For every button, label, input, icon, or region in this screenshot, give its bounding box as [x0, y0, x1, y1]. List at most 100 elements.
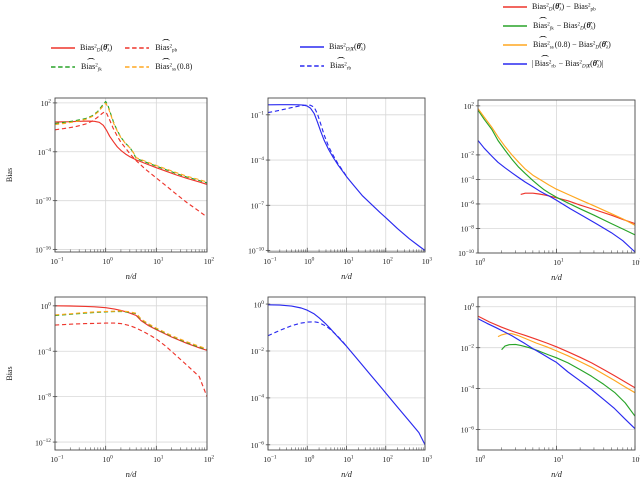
x-tick-label: 102 [383, 455, 394, 464]
legend-label: |Bias2rb − Bias2D|X(θ̂λ)| [532, 59, 603, 69]
x-tick-label: 101 [153, 455, 164, 464]
x-tick-label: 101 [343, 257, 354, 266]
y-tick-label: 10−10 [458, 249, 474, 258]
y-tick-label: 10−2 [461, 343, 475, 352]
series-bias-rb [268, 321, 347, 347]
x-tick-label: 103 [422, 257, 433, 266]
y-tick-label: 100 [41, 302, 52, 311]
x-tick-label: 10−1 [263, 455, 277, 464]
legend-top-right: Bias2D(θ̂λ) − Bias2pb Bias2jk − Bias2D(θ̂… [502, 1, 611, 69]
x-tick-label: 101 [553, 258, 564, 267]
plot-frame [54, 97, 208, 253]
x-tick-label: 100 [103, 257, 114, 266]
legend-label: Bias2rb [329, 61, 352, 71]
series-diff-rb [478, 318, 635, 430]
legend-item: Bias2jk [50, 61, 112, 72]
legend-swatch-orange-dashed [124, 64, 150, 70]
x-tick-label: 100 [304, 455, 315, 464]
x-tick-label: 10−1 [50, 257, 64, 266]
legend-swatch-blue-solid [502, 61, 528, 67]
legend-swatch-blue-solid [299, 44, 325, 50]
y-tick-label: 10−12 [35, 438, 51, 447]
series-diff-pb [520, 192, 635, 225]
y-tick-label: 10−8 [38, 392, 52, 401]
legend-item: Bias2D|X(θ̂λ) [299, 41, 366, 52]
x-tick-label: 102 [632, 455, 640, 464]
y-axis-label: Bias [5, 168, 14, 182]
legend-label: Bias2jk [80, 62, 103, 72]
legend-label: Bias2ss(0.8) − Bias2D(θ̂λ) [532, 40, 611, 50]
legend-item: Bias2ss(0.8) [124, 61, 192, 72]
legend-item: |Bias2rb − Bias2D|X(θ̂λ)| [502, 58, 611, 69]
series-bias-pb [55, 322, 207, 397]
legend-swatch-green-solid [502, 23, 528, 29]
legend-top-middle: Bias2D|X(θ̂λ) Bias2rb [299, 41, 366, 71]
legend-label: Bias2D(θ̂λ) − Bias2pb [532, 2, 597, 12]
x-tick-label: 102 [383, 257, 394, 266]
series-bias-ss [55, 102, 207, 183]
legend-swatch-red-solid [502, 4, 528, 10]
x-tick-label: 10−1 [263, 257, 277, 266]
y-tick-label: 10−4 [251, 156, 265, 165]
legend-label: Bias2pb [154, 43, 178, 53]
legend-swatch-red-solid [50, 45, 76, 51]
y-tick-label: 10−4 [38, 148, 52, 157]
y-tick-label: 10−1 [251, 111, 265, 120]
subplot-bottom-right: 100 101 102 100 10−2 10−4 10−6 n/d [461, 296, 640, 479]
legend-label: Bias2D(θ̂λ) [80, 42, 113, 54]
legend-item: Bias2D(θ̂λ) − Bias2pb [502, 1, 611, 12]
series-bias-ss [55, 310, 207, 350]
x-axis-label: n/d [126, 469, 138, 479]
x-axis-label: n/d [341, 469, 353, 479]
x-tick-label: 103 [422, 455, 433, 464]
series-diff-jk [478, 109, 635, 236]
legend-item: Bias2D(θ̂λ) [50, 42, 112, 53]
x-tick-label: 100 [475, 455, 486, 464]
x-tick-label: 102 [204, 455, 215, 464]
legend-label: Bias2D|X(θ̂λ) [329, 41, 366, 53]
plot-frame [54, 296, 208, 451]
y-tick-label: 10−10 [35, 196, 51, 205]
x-axis-label: n/d [551, 272, 563, 282]
x-tick-label: 102 [204, 257, 215, 266]
legend-item: Bias2rb [299, 60, 366, 71]
x-tick-label: 100 [103, 455, 114, 464]
y-axis-label: Bias [5, 366, 14, 380]
y-tick-label: 10−6 [251, 441, 265, 450]
y-tick-label: 10−2 [251, 347, 265, 356]
y-tick-label: 10−4 [461, 384, 475, 393]
legend-top-left: Bias2D(θ̂λ) Bias2pb Bias2jk Bias2ss(0.8) [50, 42, 192, 72]
y-tick-label: 102 [464, 102, 475, 111]
x-tick-label: 101 [553, 455, 564, 464]
series-bias-D [55, 305, 207, 351]
y-tick-label: 10−4 [461, 175, 475, 184]
legend-label: Bias2ss(0.8) [154, 62, 192, 72]
subplot-top-right: 100 101 102 102 10−2 10−4 10−6 10−8 10−10 n/d [458, 99, 640, 282]
series-bias-jk [55, 100, 207, 184]
series-bias-pb [55, 111, 207, 218]
legend-swatch-orange-solid [502, 42, 528, 48]
y-tick-label: 102 [41, 99, 52, 108]
series-bias-rb [268, 104, 347, 177]
legend-item: Bias2ss(0.8) − Bias2D(θ̂λ) [502, 39, 611, 50]
x-tick-label: 101 [153, 257, 164, 266]
y-tick-label: 10−8 [461, 224, 475, 233]
y-tick-label: 10−4 [38, 347, 52, 356]
subplot-bottom-middle: 10−1 100 101 102 103 100 10−2 10−4 10−6 n/d [251, 296, 433, 479]
x-tick-label: 101 [343, 455, 354, 464]
legend-swatch-blue-dashed [299, 63, 325, 69]
y-tick-label: 10−16 [35, 245, 51, 254]
y-tick-label: 10−6 [461, 425, 475, 434]
y-tick-label: 10−7 [251, 201, 265, 210]
x-axis-label: n/d [341, 271, 353, 281]
legend-swatch-green-dashed [50, 64, 76, 70]
y-tick-label: 10−4 [251, 394, 265, 403]
y-tick-label: 10−10 [248, 246, 264, 255]
series-diff-ss [478, 108, 635, 226]
legend-label: Bias2jk − Bias2D(θ̂λ) [532, 21, 596, 31]
y-tick-label: 10−6 [461, 200, 475, 209]
legend-item: Bias2jk − Bias2D(θ̂λ) [502, 20, 611, 31]
x-axis-label: n/d [126, 271, 138, 281]
legend-swatch-red-dashed [124, 45, 150, 51]
